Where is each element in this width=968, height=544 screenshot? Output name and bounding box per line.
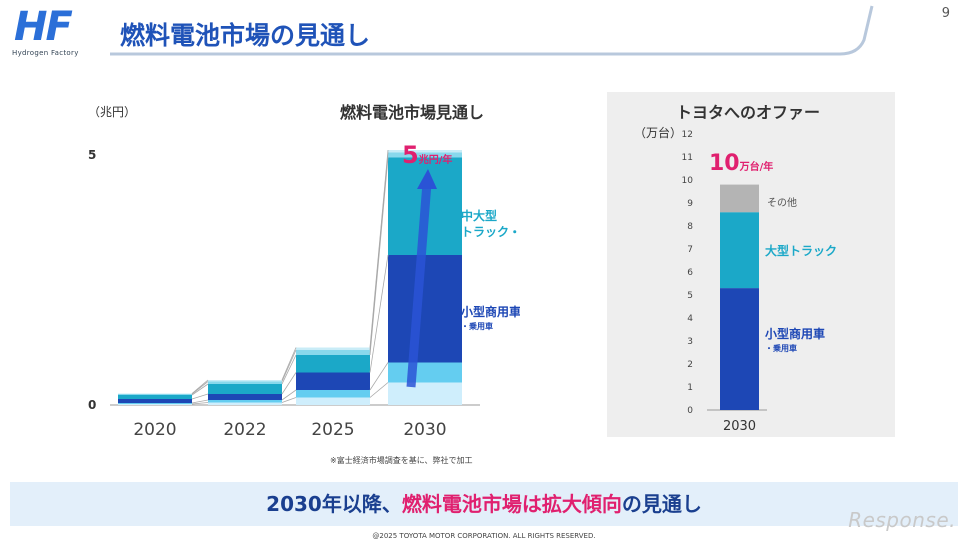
left-chart-unit-label: （兆円） [88,105,137,119]
source-footnote: ※富士経済市場調査を基に、弊社で加工 [330,456,473,465]
bar-2020-segment-2 [118,399,192,403]
bar-2030-segment-2 [388,255,462,363]
toyota-offer-chart: 0123456789101112203010万台/年その他大型トラック小型商用車… [682,130,837,434]
connector-line-0-6 [191,379,209,394]
right-y-tick-label-10: 10 [682,176,694,186]
connector-line-1-5 [281,349,297,382]
left-chart-title: 燃料電池市場見通し [340,103,485,122]
small-vehicles-label-line1: 小型商用車 [461,304,520,319]
total-value-label: 5兆円/年 [402,141,452,169]
bar-2020-segment-4 [118,394,192,395]
right-y-tick-label-7: 7 [687,245,693,255]
copyright-notice: @2025 TOYOTA MOTOR CORPORATION. ALL RIGH… [372,532,596,540]
right-bar-segment-2 [720,184,759,213]
right-y-tick-label-8: 8 [687,222,693,232]
bar-2025-segment-0 [296,397,370,405]
connector-line-1-1 [281,397,297,403]
right-x-tick-label: 2030 [723,419,756,434]
bar-2020-segment-5 [118,393,192,394]
conclusion-emphasis: 燃料電池市場は拡大傾向 [401,492,622,516]
x-tick-label-2025: 2025 [311,420,354,440]
connector-line-1-6 [281,347,297,381]
bar-2030-segment-1 [388,362,462,383]
x-tick-label-2022: 2022 [223,420,266,440]
connector-line-0-5 [191,381,209,395]
bar-2025-segment-2 [296,372,370,390]
right-bar-segment-1 [720,212,759,289]
hydrogen-factory-logo: HF Hydrogen Factory [8,4,108,60]
bar-2030-segment-5 [388,150,462,153]
bar-2030-segment-4 [388,152,462,158]
right-y-tick-label-5: 5 [687,291,693,301]
connector-line-1-2 [281,389,297,401]
bar-2022-segment-0 [208,402,282,405]
connector-line-2-1 [369,382,389,398]
right-chart-unit-label: （万台） [634,126,683,140]
page-number: 9 [941,6,950,21]
connector-line-1-4 [281,354,297,385]
connector-line-0-4 [191,383,209,396]
conclusion-part-1: 2030年以降、 [266,492,402,516]
bar-2025-segment-3 [296,355,370,373]
bar-2025-segment-5 [296,347,370,350]
right-y-tick-label-11: 11 [682,153,693,163]
connector-line-2-2 [369,362,389,391]
bar-2022-segment-1 [208,400,282,403]
connector-line-0-1 [191,402,209,405]
logo-mark: HF [14,4,73,50]
bar-2022-segment-2 [208,394,282,400]
small-vehicles-label-line2: ・乗用車 [461,321,493,331]
connector-line-2-4 [369,157,389,356]
bar-2020-segment-3 [118,395,192,399]
bar-2030-segment-0 [388,382,462,405]
trucks-bus-label-line1: 中大型 [461,208,497,223]
connector-line-0-3 [191,393,209,400]
connector-line-0-2 [191,399,209,404]
right-y-tick-label-6: 6 [687,268,693,278]
page-title: 燃料電池市場の見通し [120,21,371,50]
bar-2020-segment-1 [118,403,192,404]
conclusion-banner: 2030年以降、燃料電池市場は拡大傾向の見通し [10,482,958,526]
connector-line-1-3 [281,372,297,395]
right-bar-segment-0 [720,288,759,410]
y-tick-label-0: 0 [88,398,96,412]
growth-arrow-head [417,169,437,189]
x-tick-label-2030: 2030 [403,420,446,440]
bar-2025-segment-4 [296,350,370,355]
bar-2020-segment-0 [118,404,192,405]
right-y-tick-label-9: 9 [687,199,693,209]
right-y-tick-label-4: 4 [687,314,693,324]
right-small-vehicles-label-line2: ・乗用車 [765,343,797,353]
y-tick-label-1: 5 [88,148,96,162]
right-y-tick-label-3: 3 [687,337,693,347]
bar-2022-segment-4 [208,381,282,384]
right-y-tick-label-0: 0 [687,406,693,416]
large-trucks-label: 大型トラック [765,243,837,258]
conclusion-text: 2030年以降、燃料電池市場は拡大傾向の見通し [10,482,958,526]
right-y-tick-label-1: 1 [687,383,693,393]
market-outlook-chart: 0 5 2020 2022 2025 2030 5兆円/年中大型トラック・バス小型商用車・乗… [88,141,520,440]
bar-2022-segment-5 [208,380,282,382]
growth-arrow-shaft [406,182,432,388]
other-label: その他 [767,196,797,209]
connector-line-2-6 [369,149,389,348]
right-y-tick-label-2: 2 [687,360,693,370]
trucks-bus-label-line2: トラック・バス [461,225,520,239]
right-small-vehicles-label-line1: 小型商用車 [765,326,825,341]
x-tick-label-2020: 2020 [133,420,176,440]
connector-line-2-3 [369,254,389,373]
logo-subtitle: Hydrogen Factory [12,49,79,57]
bar-2022-segment-3 [208,384,282,394]
conclusion-part-3: の見通し [621,492,702,516]
right-chart-title: トヨタへのオファー [676,103,821,122]
right-y-tick-label-12: 12 [682,130,693,140]
response-watermark: Response. [848,508,956,532]
right-total-value-label: 10万台/年 [709,151,773,176]
bar-2025-segment-1 [296,390,370,398]
